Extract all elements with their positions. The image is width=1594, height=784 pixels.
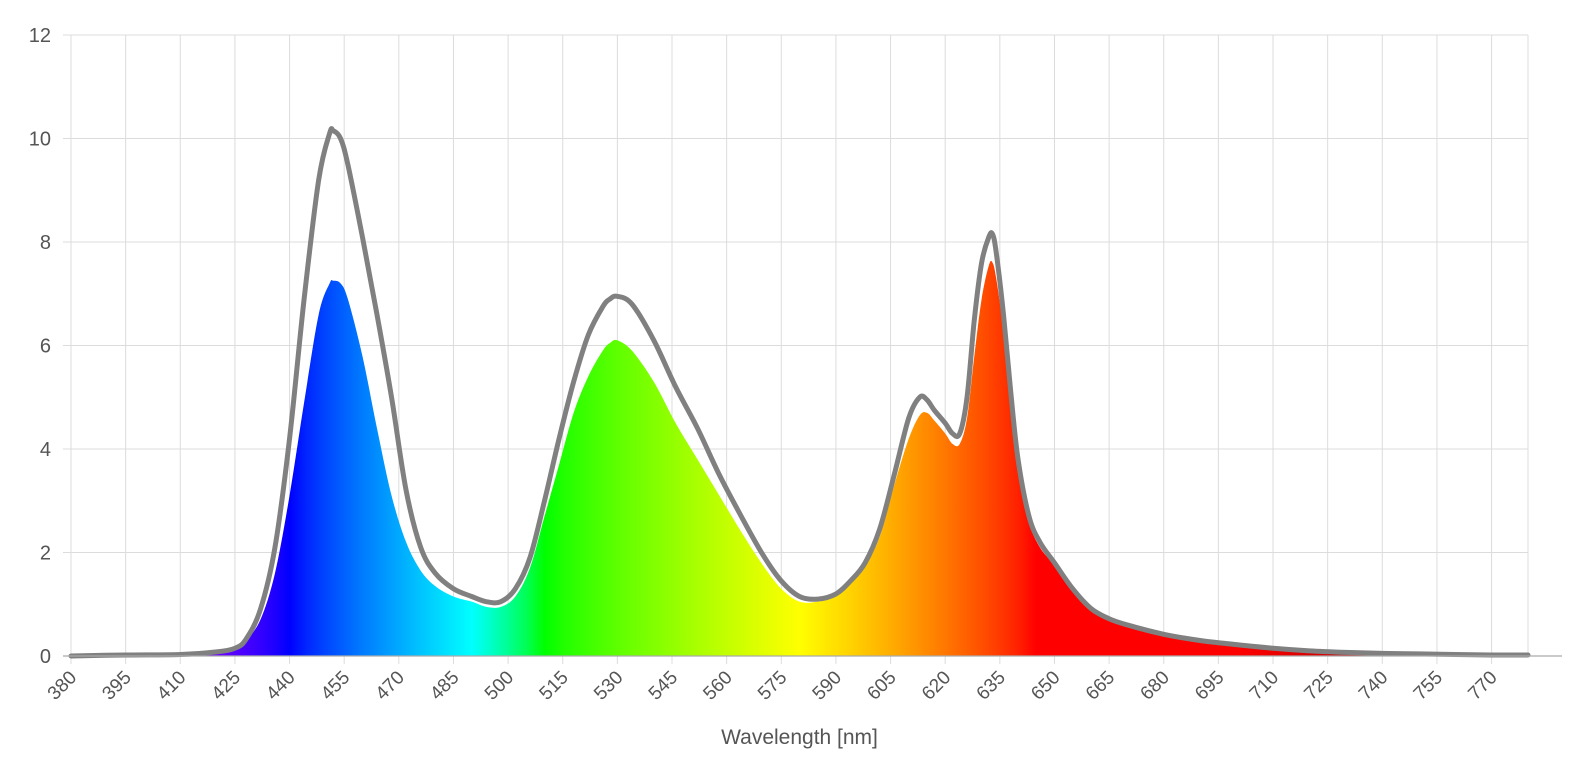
x-tick-label: 515 xyxy=(536,667,573,704)
y-tick-label: 12 xyxy=(29,25,51,47)
x-axis-labels: 380 395 410 425 440 455 470 485 500 515 530 545 560 5… xyxy=(44,667,1502,704)
x-tick-label: 485 xyxy=(426,667,463,704)
x-tick-label: 680 xyxy=(1137,667,1174,704)
x-tick-label: 665 xyxy=(1082,667,1119,704)
y-axis-labels: 0 2 4 6 8 10 12 xyxy=(29,25,51,668)
x-tick-label: 500 xyxy=(481,667,518,704)
x-tick-label: 440 xyxy=(262,667,299,704)
x-tick-label: 470 xyxy=(372,667,409,704)
x-tick-label: 605 xyxy=(863,667,900,704)
x-tick-label: 455 xyxy=(317,667,354,704)
x-tick-label: 710 xyxy=(1246,667,1283,704)
x-tick-label: 770 xyxy=(1464,667,1501,704)
x-tick-label: 545 xyxy=(645,667,682,704)
y-tick-label: 0 xyxy=(40,646,51,668)
x-tick-label: 635 xyxy=(973,667,1010,704)
y-tick-label: 2 xyxy=(40,543,51,565)
y-tick-label: 8 xyxy=(40,232,51,254)
x-tick-label: 380 xyxy=(44,667,81,704)
x-tick-label: 590 xyxy=(809,667,846,704)
x-tick-label: 410 xyxy=(153,667,190,704)
y-tick-label: 10 xyxy=(29,129,51,151)
x-tick-label: 695 xyxy=(1191,667,1228,704)
x-tick-label: 725 xyxy=(1300,667,1337,704)
x-tick-label: 425 xyxy=(208,667,245,704)
x-tick-label: 560 xyxy=(699,667,736,704)
outline-series-line xyxy=(68,126,1531,659)
x-tick-label: 620 xyxy=(918,667,955,704)
x-tick-label: 650 xyxy=(1027,667,1064,704)
x-tick-label: 530 xyxy=(590,667,627,704)
x-tick-label: 575 xyxy=(754,667,791,704)
x-tick-label: 740 xyxy=(1355,667,1392,704)
x-tick-label: 395 xyxy=(98,667,135,704)
x-axis-title: Wavelength [nm] xyxy=(721,726,878,749)
y-tick-label: 4 xyxy=(40,439,51,461)
x-tick-label: 755 xyxy=(1410,667,1447,704)
y-tick-label: 6 xyxy=(40,336,51,358)
